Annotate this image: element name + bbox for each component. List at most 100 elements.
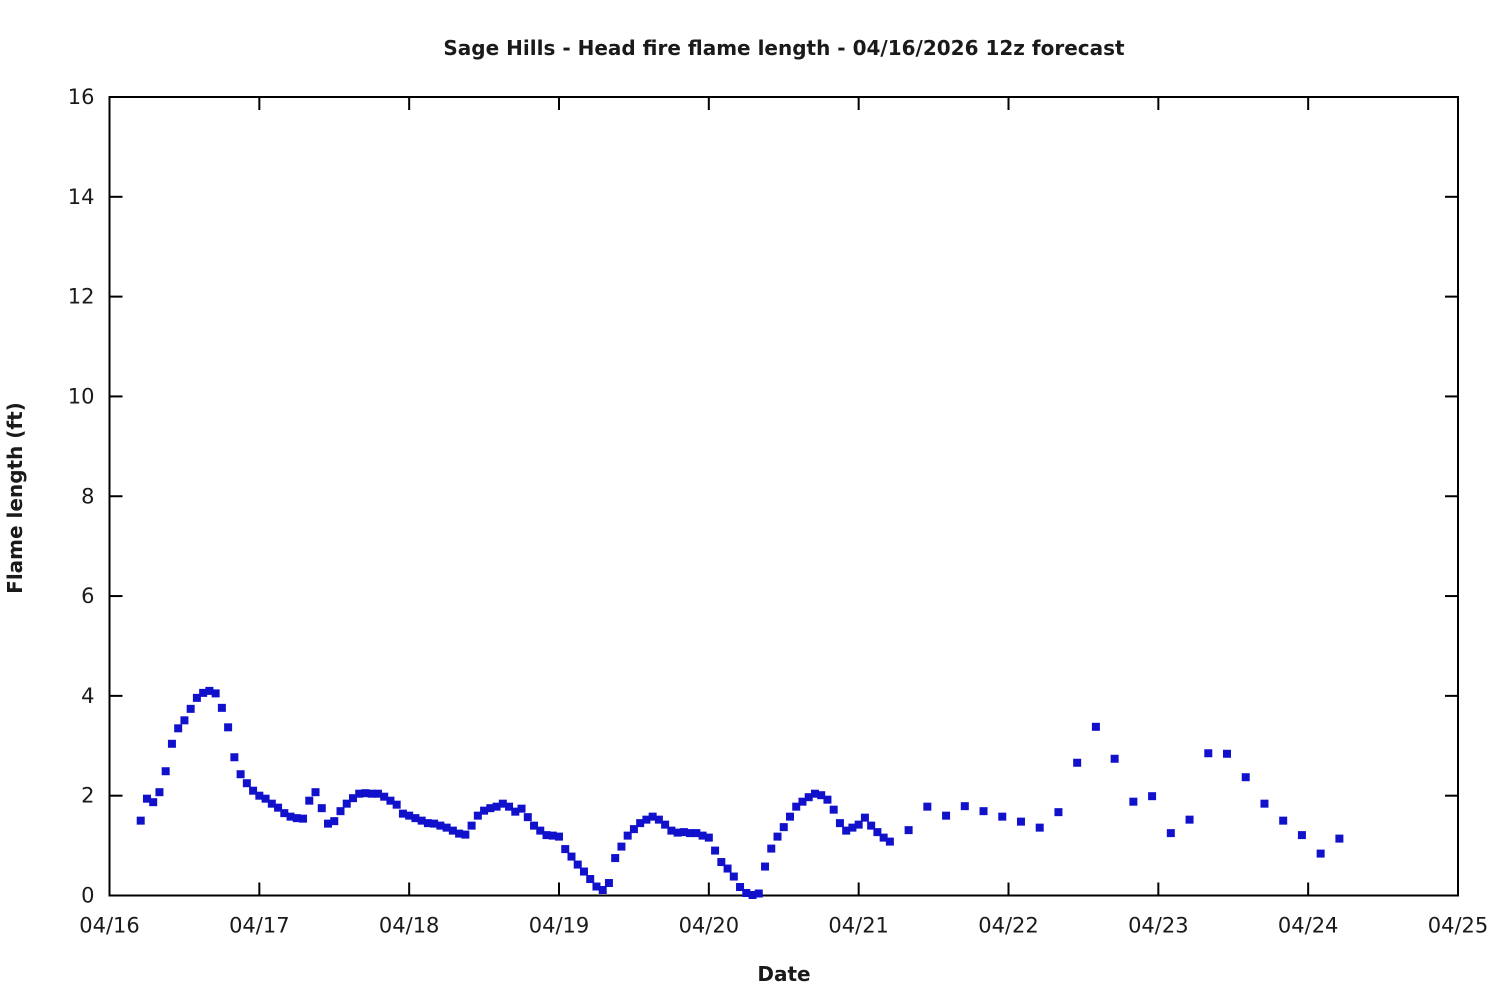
data-point (885, 837, 894, 846)
data-point (1035, 823, 1044, 832)
data-point (1016, 817, 1025, 826)
data-point (686, 829, 695, 838)
data-point (1129, 797, 1138, 806)
data-point (199, 688, 208, 697)
data-point (442, 823, 451, 832)
data-point (249, 786, 258, 795)
data-point (1110, 754, 1119, 763)
data-point (960, 802, 969, 811)
data-point (555, 832, 563, 841)
data-point (723, 864, 732, 873)
data-point (299, 814, 308, 823)
data-point (311, 788, 320, 797)
data-point (748, 891, 757, 900)
data-point (242, 779, 251, 788)
data-point (648, 812, 657, 821)
data-point (736, 883, 745, 892)
data-point (436, 821, 445, 830)
data-point (1297, 831, 1306, 840)
data-point (217, 703, 226, 712)
data-point (267, 799, 276, 808)
data-point (542, 831, 551, 840)
x-tick-labels: 04/16 04/17 04/18 04/19 04/20 04/21 04/22 04/23… (79, 914, 1488, 938)
data-point (405, 811, 414, 820)
data-point (629, 825, 638, 834)
data-point (186, 704, 195, 713)
data-point (205, 686, 214, 695)
data-point (136, 816, 145, 825)
data-point (742, 889, 751, 898)
data-point (286, 812, 295, 821)
data-point (430, 819, 439, 828)
x-axis-label: Date (757, 962, 811, 986)
data-points (136, 686, 1344, 900)
data-point (767, 844, 776, 853)
data-point (480, 806, 489, 815)
x-tick-label: 04/21 (828, 914, 889, 938)
data-point (848, 823, 857, 832)
data-point (211, 689, 220, 698)
axis-ticks (108, 96, 1459, 897)
data-point (330, 817, 339, 826)
data-point (854, 820, 863, 829)
y-tick-label: 2 (81, 784, 94, 808)
data-point (498, 799, 507, 808)
y-tick-labels: 0 2 4 6 8 10 12 14 16 (68, 85, 95, 908)
data-point (274, 803, 283, 812)
data-point (411, 814, 420, 823)
data-point (567, 852, 576, 861)
data-point (779, 823, 788, 832)
data-point (835, 819, 844, 828)
data-point (867, 821, 876, 830)
data-point (785, 812, 794, 821)
data-point (1241, 773, 1250, 782)
data-point (1185, 815, 1194, 824)
data-point (998, 812, 1007, 821)
y-axis-label: Flame length (ft) (3, 402, 27, 594)
data-point (617, 842, 626, 851)
data-point (561, 845, 570, 854)
y-tick-label: 8 (81, 484, 94, 508)
data-point (879, 833, 888, 842)
data-point (754, 889, 763, 898)
data-point (860, 813, 869, 822)
data-point (423, 819, 432, 828)
data-point (798, 797, 807, 806)
x-tick-label: 04/22 (978, 914, 1039, 938)
data-point (1054, 808, 1063, 817)
x-tick-label: 04/17 (229, 914, 290, 938)
data-point (573, 860, 582, 869)
chart-title: Sage Hills - Head fire flame length - 04… (443, 36, 1125, 60)
data-point (592, 882, 601, 891)
x-tick-label: 04/20 (679, 914, 740, 938)
data-point (448, 826, 457, 835)
plot-border (108, 96, 1459, 897)
data-point (604, 879, 613, 888)
data-point (692, 829, 701, 838)
data-point (280, 809, 289, 818)
data-point (1204, 749, 1213, 758)
data-point (1335, 834, 1344, 843)
y-tick-label: 16 (68, 85, 95, 109)
data-point (1279, 816, 1288, 825)
data-point (1073, 758, 1082, 767)
data-point (467, 821, 476, 830)
data-point (979, 807, 988, 816)
data-point (324, 819, 333, 828)
data-point (536, 826, 545, 835)
data-point (1223, 749, 1232, 758)
data-point (654, 815, 663, 824)
data-point (142, 794, 151, 803)
data-point (623, 831, 632, 840)
data-point (611, 854, 620, 863)
data-point (473, 811, 482, 820)
data-point (642, 815, 651, 824)
data-point (236, 770, 245, 779)
x-tick-label: 04/16 (79, 914, 140, 938)
data-point (810, 789, 819, 798)
data-point (161, 767, 170, 776)
data-point (386, 796, 395, 805)
y-tick-label: 0 (81, 884, 94, 908)
